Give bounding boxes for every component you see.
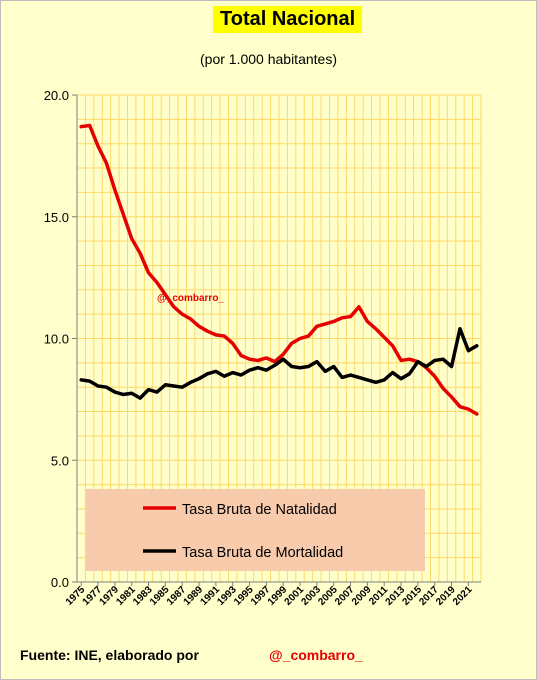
y-tick-label: 20.0 bbox=[44, 88, 69, 103]
watermark-handle: @_combarro_ bbox=[157, 293, 224, 304]
x-tick-label: 2021 bbox=[451, 584, 475, 608]
y-tick-label: 10.0 bbox=[44, 332, 69, 347]
y-tick-label: 5.0 bbox=[51, 453, 69, 468]
chart-title: Total Nacional bbox=[213, 6, 363, 33]
footer-handle: @_combarro_ bbox=[269, 647, 363, 663]
y-axis: 0.0 5.0 10.0 15.0 20.0 bbox=[44, 88, 78, 590]
legend-box bbox=[86, 489, 425, 571]
series-line-mortalidad bbox=[79, 327, 479, 400]
chart-subtitle: (por 1.000 habitantes) bbox=[200, 51, 337, 67]
x-axis: 1975197719791981198319851987198919911993… bbox=[64, 581, 481, 608]
legend-label-mortalidad: Tasa Bruta de Mortalidad bbox=[182, 545, 343, 561]
footer-source: Fuente: INE, elaborado por bbox=[20, 647, 199, 663]
y-tick-label: 15.0 bbox=[44, 210, 69, 225]
series-line-natalidad bbox=[79, 123, 479, 416]
legend: Tasa Bruta de Natalidad Tasa Bruta de Mo… bbox=[86, 489, 425, 571]
legend-label-natalidad: Tasa Bruta de Natalidad bbox=[182, 502, 337, 518]
y-tick-label: 0.0 bbox=[51, 575, 69, 590]
series-lines bbox=[79, 123, 479, 416]
